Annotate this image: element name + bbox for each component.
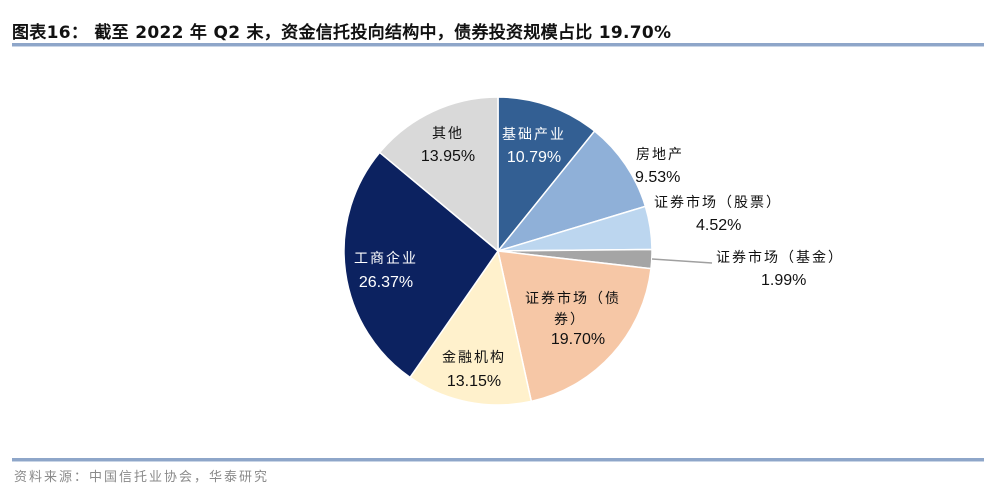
pie-slice-5 [408, 249, 533, 406]
label-bonds: 证券市场（债 券） 19.70% [525, 290, 621, 348]
leader-line-fund [651, 258, 713, 264]
svg-text:金融机构: 金融机构 [442, 350, 506, 366]
svg-text:13.95%: 13.95% [421, 148, 475, 165]
svg-text:基础产业: 基础产业 [502, 126, 566, 143]
chart-title: 图表16： 截至 2022 年 Q2 末，资金信托投向结构中，债券投资规模占比 … [12, 23, 672, 43]
label-other: 其他 13.95% [421, 126, 475, 165]
svg-text:4.52%: 4.52% [696, 217, 741, 234]
svg-text:房地产: 房地产 [636, 147, 684, 163]
svg-text:13.15%: 13.15% [447, 373, 501, 390]
label-industrial-commercial: 工商企业 26.37% [354, 250, 418, 291]
label-financial-institutions: 金融机构 13.15% [442, 350, 506, 390]
pie-slices [343, 96, 653, 406]
svg-text:9.53%: 9.53% [635, 169, 680, 186]
svg-text:工商企业: 工商企业 [354, 250, 418, 267]
svg-text:证券市场（股票）: 证券市场（股票） [654, 194, 782, 211]
label-real-estate: 房地产 9.53% [635, 147, 684, 186]
pie-slice-4 [497, 250, 652, 403]
pie-slice-0 [497, 96, 596, 254]
svg-text:证券市场（债: 证券市场（债 [525, 290, 621, 307]
label-funds: 证券市场（基金） 1.99% [716, 249, 844, 289]
svg-text:证券市场（基金）: 证券市场（基金） [716, 249, 844, 266]
svg-text:10.79%: 10.79% [507, 149, 561, 166]
svg-text:其他: 其他 [432, 126, 464, 142]
footer-divider [12, 458, 984, 462]
pie-slice-7 [378, 96, 499, 253]
svg-text:1.99%: 1.99% [761, 272, 806, 289]
svg-text:券）: 券） [554, 312, 586, 328]
label-stocks: 证券市场（股票） 4.52% [654, 194, 782, 234]
svg-text:26.37%: 26.37% [359, 274, 413, 291]
title-divider [12, 43, 984, 47]
svg-text:19.70%: 19.70% [551, 331, 605, 348]
pie-slice-6 [343, 151, 500, 379]
source-note: 资料来源：中国信托业协会，华泰研究 [14, 470, 270, 485]
pie-slice-1 [495, 130, 647, 253]
label-infrastructure: 基础产业 10.79% [502, 126, 566, 166]
